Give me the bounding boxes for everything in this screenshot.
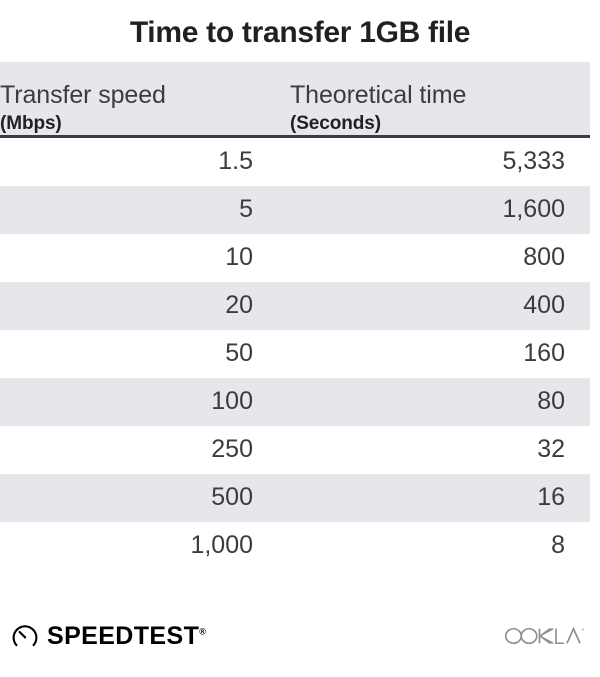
header-divider-rule <box>0 134 590 138</box>
page-title: Time to transfer 1GB file <box>129 16 471 49</box>
table-row: 10 800 <box>0 233 590 282</box>
cell-transfer-speed: 5 <box>239 195 253 224</box>
cell-transfer-speed: 500 <box>211 483 253 512</box>
table-row: 50 160 <box>0 329 590 378</box>
table-row: 250 32 <box>0 425 590 474</box>
table-row: 500 16 <box>0 473 590 522</box>
column-header-transfer-speed-unit: (Mbps) <box>0 112 62 134</box>
cell-transfer-speed: 20 <box>225 291 253 320</box>
cell-theoretical-time: 160 <box>523 339 565 368</box>
cell-transfer-speed: 1.5 <box>218 147 253 176</box>
cell-theoretical-time: 400 <box>523 291 565 320</box>
cell-theoretical-time: 16 <box>537 483 565 512</box>
cell-theoretical-time: 1,600 <box>502 195 565 224</box>
transfer-time-table: Transfer speed (Mbps) Theoretical time (… <box>0 62 590 570</box>
speedtest-wordmark: SPEEDTEST® <box>47 621 206 650</box>
cell-theoretical-time: 32 <box>537 435 565 464</box>
registered-trademark-mark: ® <box>199 626 206 637</box>
ookla-logo <box>504 626 584 645</box>
cell-theoretical-time: 800 <box>523 243 565 272</box>
speedtest-logo: SPEEDTEST® <box>12 623 206 649</box>
table-body: 1.5 5,333 5 1,600 10 800 20 400 50 160 1… <box>0 137 590 570</box>
table-header-row: Transfer speed (Mbps) Theoretical time (… <box>0 62 590 135</box>
cell-transfer-speed: 100 <box>211 387 253 416</box>
column-header-theoretical-time: Theoretical time (Seconds) <box>290 62 590 135</box>
column-header-theoretical-time-main: Theoretical time <box>290 80 467 109</box>
cell-transfer-speed: 1,000 <box>190 531 253 560</box>
table-head: Transfer speed (Mbps) Theoretical time (… <box>0 62 590 138</box>
table-row: 20 400 <box>0 281 590 330</box>
speedtest-wordmark-text: SPEEDTEST <box>47 621 200 650</box>
table-row: 100 80 <box>0 377 590 426</box>
column-header-transfer-speed: Transfer speed (Mbps) <box>0 62 290 135</box>
cell-theoretical-time: 80 <box>537 387 565 416</box>
cell-transfer-speed: 50 <box>225 339 253 368</box>
cell-transfer-speed: 250 <box>211 435 253 464</box>
footer-branding: SPEEDTEST® <box>0 595 600 677</box>
table-row: 1,000 8 <box>0 521 590 570</box>
column-header-theoretical-time-unit: (Seconds) <box>290 112 381 134</box>
cell-theoretical-time: 8 <box>551 531 565 560</box>
header-divider-row <box>0 134 590 138</box>
cell-theoretical-time: 5,333 <box>502 147 565 176</box>
table-row: 1.5 5,333 <box>0 137 590 186</box>
cell-transfer-speed: 10 <box>225 243 253 272</box>
table-row: 5 1,600 <box>0 185 590 234</box>
speedometer-icon <box>12 625 38 647</box>
header-divider-cell <box>0 134 590 138</box>
column-header-transfer-speed-main: Transfer speed <box>0 80 166 109</box>
